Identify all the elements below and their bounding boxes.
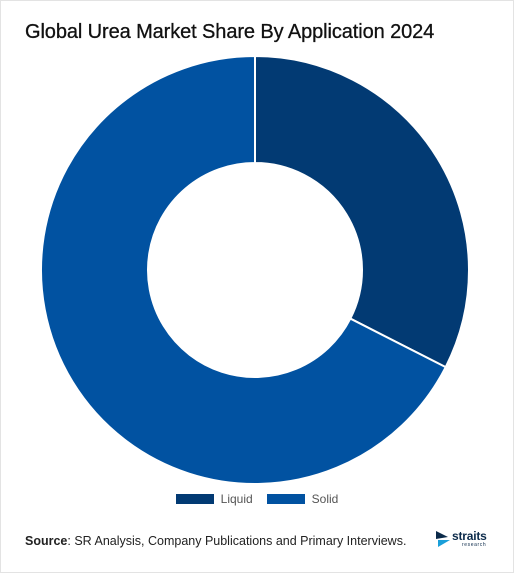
chart-title: Global Urea Market Share By Application … (25, 21, 435, 43)
source-note: Source: SR Analysis, Company Publication… (25, 534, 406, 548)
legend-item-solid[interactable]: Solid (266, 492, 339, 506)
donut-slice-solid[interactable] (40, 54, 448, 485)
straits-logo-icon (436, 531, 450, 547)
logo-wordmark: straits (452, 529, 487, 543)
source-text: : SR Analysis, Company Publications and … (67, 534, 407, 548)
brand-logo: straits research (435, 529, 495, 551)
logo-subtitle: research (462, 542, 487, 548)
chart-legend: Liquid Solid (1, 492, 513, 506)
donut-slice-liquid[interactable] (254, 54, 470, 369)
legend-item-liquid[interactable]: Liquid (175, 492, 253, 506)
legend-swatch-liquid (175, 494, 214, 504)
source-label: Source (25, 534, 68, 548)
legend-label-solid: Solid (311, 492, 339, 506)
donut-chart (40, 54, 470, 485)
legend-swatch-solid (266, 494, 305, 504)
legend-label-liquid: Liquid (220, 492, 253, 506)
